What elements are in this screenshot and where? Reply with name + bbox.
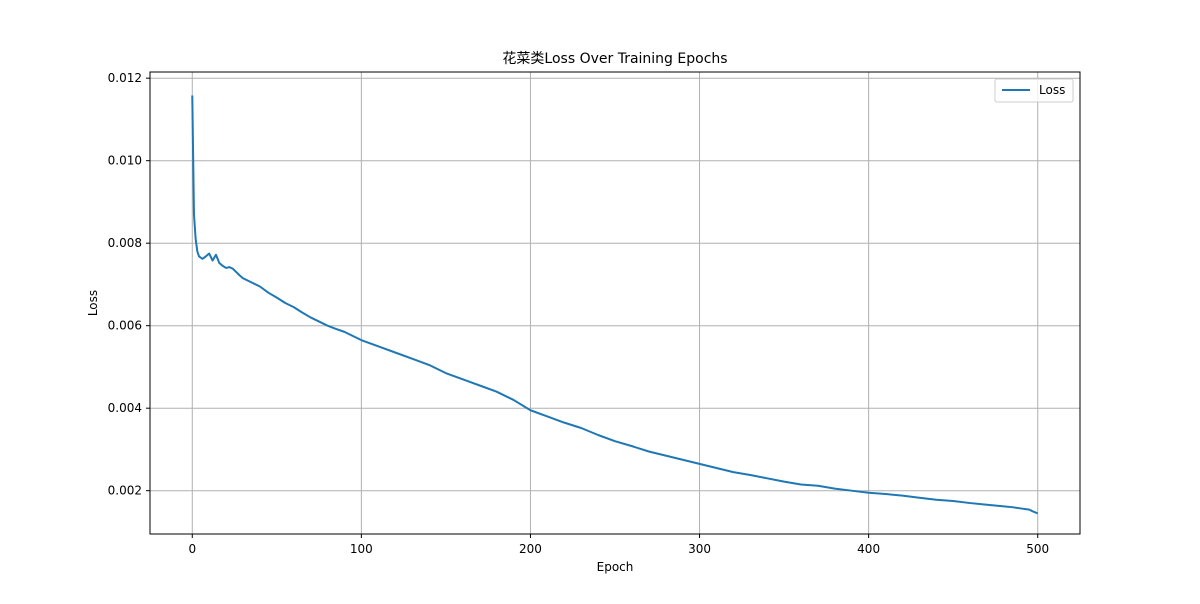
y-tick-label: 0.012: [108, 71, 142, 85]
axes-frame: [149, 71, 1081, 535]
series-line-loss: [191, 95, 1039, 515]
x-tick-label: 100: [350, 542, 373, 556]
x-axis-label: Epoch: [597, 560, 634, 574]
x-tick-label: 300: [688, 542, 711, 556]
legend: Loss: [994, 78, 1074, 103]
x-tick-label: 400: [857, 542, 880, 556]
x-tick-label: 500: [1026, 542, 1049, 556]
legend-entry-loss: Loss: [1039, 83, 1065, 97]
y-tick-label: 0.004: [108, 401, 142, 415]
grid-layer: [150, 72, 1080, 534]
x-tick-label: 200: [519, 542, 542, 556]
y-tick-label: 0.010: [108, 154, 142, 168]
y-tick-label: 0.002: [108, 484, 142, 498]
y-axis-label: Loss: [86, 290, 100, 316]
tick-layer: 0 100 200 300 400 500 0.002 0.004 0.006 0.008 0.01…: [108, 71, 1050, 556]
series-layer: [191, 95, 1039, 515]
y-tick-label: 0.008: [108, 236, 142, 250]
legend-box: [994, 78, 1074, 103]
chart-title: 花菜类Loss Over Training Epochs: [502, 51, 727, 67]
y-tick-label: 0.006: [108, 319, 142, 333]
x-tick-label: 0: [188, 542, 196, 556]
